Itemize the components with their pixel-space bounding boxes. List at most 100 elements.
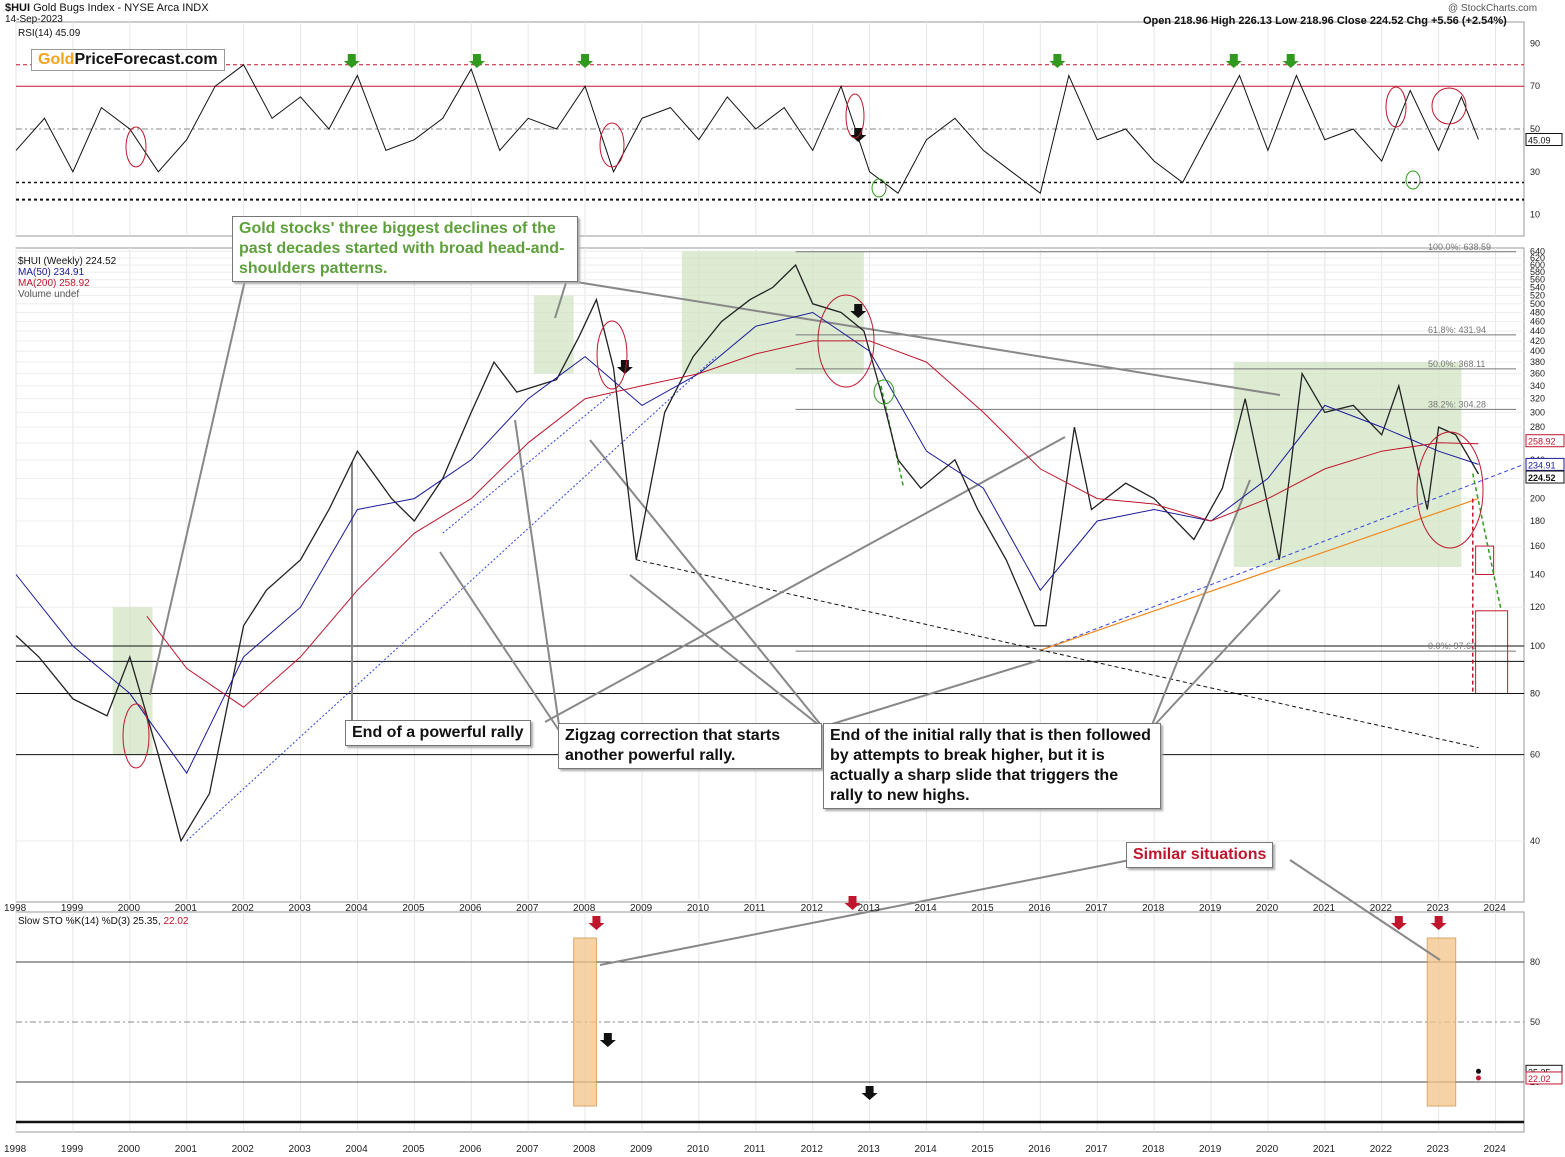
ohlc-readout: Open 218.96 High 226.13 Low 218.96 Close… (1143, 15, 1507, 27)
ma200-line (146, 340, 1479, 708)
fib-label: 38.2%: 304.28 (1428, 399, 1486, 409)
head-and-shoulders-box (112, 607, 153, 755)
x-tick-label-bottom-2009: 2009 (630, 1144, 653, 1155)
callout-head-and-shoulders: Gold stocks' three biggest declines of t… (232, 216, 578, 282)
callout-pointer-zigzag-3 (805, 659, 1041, 733)
price-value-tag-box (1525, 434, 1565, 448)
green-down-arrow (468, 54, 485, 68)
stoch-value-tag: 22.02 (1528, 1074, 1551, 1084)
x-tick-label-2003: 2003 (289, 903, 312, 914)
target-box-upper (1475, 545, 1495, 575)
price-value-tag: 224.52 (1528, 473, 1556, 483)
x-tick-label-2006: 2006 (459, 903, 482, 914)
x-tick-label-bottom-2021: 2021 (1313, 1144, 1336, 1155)
price-tick-label: 300 (1530, 407, 1545, 417)
price-tick-label: 80 (1530, 688, 1540, 698)
logo-rest: PriceForecast.com (74, 51, 218, 68)
callout-end-of-rally: End of a powerful rally (345, 720, 531, 746)
callout-pointer-similar-1 (599, 859, 1131, 966)
x-tick-label-bottom-2014: 2014 (914, 1144, 937, 1155)
rsi-tick-label: 90 (1530, 38, 1540, 48)
x-tick-label-bottom-2017: 2017 (1085, 1144, 1108, 1155)
price-tick-label: 140 (1530, 569, 1545, 579)
callout-zigzag: Zigzag correction that starts another po… (558, 723, 822, 769)
index-name: Gold Bugs Index - NYSE Arca INDX (33, 2, 209, 14)
chart-header: $HUI Gold Bugs Index - NYSE Arca INDX (5, 2, 209, 14)
price-tick-label: 100 (1530, 641, 1545, 651)
orange-support-line (1040, 498, 1479, 651)
x-tick-label-2001: 2001 (175, 903, 198, 914)
x-tick-label-bottom-2022: 2022 (1370, 1144, 1393, 1155)
x-tick-label-bottom-2020: 2020 (1256, 1144, 1279, 1155)
fib-label: 50.0%: 368.11 (1428, 359, 1485, 369)
callout-pointer-initial-1 (629, 574, 826, 731)
rsi-top-circle (845, 93, 865, 139)
x-tick-label-bottom-2015: 2015 (971, 1144, 994, 1155)
x-tick-label-bottom-2024: 2024 (1484, 1144, 1507, 1155)
price-tick-label: 340 (1530, 381, 1545, 391)
axes: 1998199819991999200020002001200120022002… (4, 38, 1565, 1155)
x-tick-label-2017: 2017 (1085, 903, 1108, 914)
black-down-arrow-stoch-2013 (861, 1086, 878, 1100)
x-tick-label-bottom-2019: 2019 (1199, 1144, 1222, 1155)
red-down-arrow (1430, 916, 1447, 930)
price-tick-label: 540 (1530, 282, 1545, 292)
x-tick-label-2007: 2007 (516, 903, 539, 914)
legend-ma200: MA(200) 258.92 (18, 278, 90, 289)
black-down-arrow-price-2008 (616, 360, 633, 374)
callout-similar-situations: Similar situations (1126, 842, 1274, 868)
ma50-line (15, 311, 1479, 775)
head-and-shoulders-box (681, 251, 864, 374)
green-down-arrow (1225, 54, 1242, 68)
rsi-top-circle (1385, 86, 1407, 128)
price-shoulder-circle (1416, 431, 1484, 549)
fib-label: 61.8%: 431.94 (1428, 325, 1486, 335)
black-down-arrow-rsi (850, 128, 867, 142)
rsi-tick-label: 50 (1530, 124, 1540, 134)
rsi-label: RSI(14) 45.09 (18, 28, 80, 39)
head-and-shoulders-box (1233, 362, 1462, 567)
x-tick-label-bottom-2007: 2007 (516, 1144, 539, 1155)
blue-dashed-support-line (1040, 463, 1525, 651)
callout-pointer-hs-3 (563, 279, 1281, 396)
price-tick-label: 380 (1530, 357, 1545, 367)
x-tick-label-bottom-2011: 2011 (744, 1144, 766, 1155)
rsi-label-text: RSI(14) 45.09 (18, 28, 81, 39)
x-tick-label-2018: 2018 (1142, 903, 1165, 914)
price-tick-label: 520 (1530, 290, 1545, 300)
price-shoulder-circle (817, 294, 875, 388)
stoch-label: Slow STO %K(14) %D(3) 25.35, 22.02 (18, 916, 188, 927)
price-shoulder-circle (596, 320, 628, 390)
x-tick-label-bottom-2023: 2023 (1427, 1144, 1450, 1155)
fib-label: 100.0%: 638.59 (1428, 242, 1491, 252)
price-tick-label: 60 (1530, 750, 1540, 760)
x-tick-label-2002: 2002 (232, 903, 255, 914)
x-tick-label-1999: 1999 (61, 903, 84, 914)
red-down-arrow (1390, 916, 1407, 930)
x-tick-label-2011: 2011 (744, 903, 766, 914)
price-tick-label: 360 (1530, 369, 1545, 379)
x-tick-label-bottom-2016: 2016 (1028, 1144, 1051, 1155)
price-tick-label: 40 (1530, 836, 1540, 846)
x-tick-label-bottom-1999: 1999 (61, 1144, 84, 1155)
legend-price: $HUI (Weekly) 224.52 (18, 256, 117, 267)
x-tick-label-2015: 2015 (971, 903, 994, 914)
x-tick-label-bottom-2010: 2010 (687, 1144, 710, 1155)
stoch-d-point (1475, 1075, 1481, 1081)
callout-pointer-initial-2 (589, 439, 826, 731)
rsi-top-circle (125, 126, 147, 168)
rsi-tick-label: 30 (1530, 167, 1540, 177)
price-tick-label: 580 (1530, 267, 1545, 277)
price-value-tag-box (1525, 470, 1565, 484)
green-down-arrow (343, 54, 360, 68)
x-tick-label-2008: 2008 (573, 903, 596, 914)
x-tick-label-bottom-2018: 2018 (1142, 1144, 1165, 1155)
price-tick-label: 120 (1530, 602, 1545, 612)
stoch-k-point (1475, 1068, 1481, 1074)
rsi-bottom-circle (871, 178, 887, 198)
price-breakdown-circle (873, 379, 895, 405)
stoch-label-d: 22.02 (163, 916, 189, 927)
x-tick-label-1998: 1998 (4, 903, 27, 914)
stoch-label-text: Slow STO %K(14) %D(3) 25.35, (18, 916, 164, 927)
